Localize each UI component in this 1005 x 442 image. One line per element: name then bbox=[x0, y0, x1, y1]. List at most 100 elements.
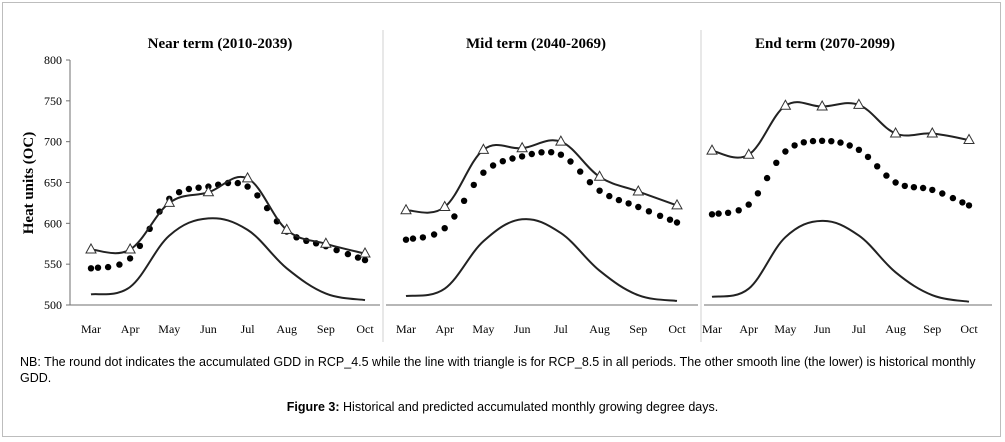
rcp85-triangle-marker bbox=[280, 223, 293, 234]
rcp85-line bbox=[405, 139, 678, 214]
rcp85-triangle-marker bbox=[926, 126, 939, 138]
rcp45-point bbox=[87, 265, 95, 272]
historical-line bbox=[711, 219, 970, 303]
rcp45-point bbox=[518, 153, 526, 160]
rcp85-triangle-marker bbox=[889, 126, 902, 138]
figure-caption-text: Historical and predicted accumulated mon… bbox=[339, 400, 719, 414]
rcp85-triangle-marker bbox=[779, 99, 792, 110]
rcp45-dot bbox=[577, 168, 584, 175]
rcp85-triangle-marker bbox=[706, 144, 718, 155]
x-tick-label: Sep bbox=[629, 322, 647, 336]
rcp45-dot bbox=[715, 210, 722, 217]
x-tick-label: Jun bbox=[814, 322, 831, 336]
rcp45-dot bbox=[645, 208, 653, 215]
panel-title: End term (2070-2099) bbox=[755, 36, 895, 52]
rcp45-point bbox=[745, 201, 752, 208]
rcp45-point bbox=[402, 236, 410, 243]
rcp45-point bbox=[892, 179, 899, 186]
figure-label: Figure 3: bbox=[286, 400, 340, 414]
rcp45-dot bbox=[195, 184, 202, 191]
rcp45-dot bbox=[354, 254, 362, 261]
rcp45-dot bbox=[773, 159, 780, 166]
rcp45-dot bbox=[724, 209, 732, 216]
rcp45-point bbox=[782, 148, 789, 155]
rcp85-triangle-marker bbox=[555, 135, 567, 146]
rcp45-dot bbox=[656, 212, 664, 219]
x-tick-label: Mar bbox=[396, 322, 416, 336]
rcp45-dot bbox=[874, 163, 881, 170]
rcp45-dot bbox=[451, 213, 458, 220]
rcp45-point bbox=[635, 203, 642, 211]
x-tick-label: Sep bbox=[317, 322, 335, 336]
rcp45-point bbox=[441, 225, 448, 232]
rcp85-line bbox=[90, 175, 366, 255]
x-tick-label: Apr bbox=[121, 322, 140, 336]
rcp45-dot bbox=[234, 179, 241, 187]
x-tick-label: May bbox=[472, 322, 494, 336]
y-tick-label: 600 bbox=[44, 216, 62, 230]
x-tick-label: Apr bbox=[435, 322, 454, 336]
chart-area: Heat units (OC) Near term (2010-2039) 500 5… bbox=[21, 30, 992, 342]
rcp85-triangle-marker bbox=[359, 247, 371, 258]
y-tick-label: 800 bbox=[44, 53, 62, 67]
rcp85-triangle-marker bbox=[853, 98, 865, 109]
rcp45-dot bbox=[910, 184, 918, 191]
rcp45-dot bbox=[419, 234, 427, 241]
rcp45-dot bbox=[606, 192, 613, 200]
rcp85-triangle-marker bbox=[593, 170, 606, 181]
x-tick-label: Oct bbox=[960, 322, 978, 336]
rcp45-dot bbox=[104, 263, 112, 271]
rcp45-dot bbox=[333, 246, 340, 254]
rcp45-dot bbox=[254, 192, 261, 199]
rcp45-dot bbox=[791, 142, 798, 149]
rcp85-triangle-marker bbox=[816, 100, 828, 111]
rcp45-point bbox=[361, 256, 369, 264]
rcp45-dot bbox=[763, 174, 771, 182]
historical-line bbox=[405, 218, 678, 302]
rcp45-dot bbox=[800, 139, 807, 146]
panel-title: Near term (2010-2039) bbox=[148, 36, 293, 52]
x-tick-label: Aug bbox=[276, 322, 297, 336]
rcp45-dot bbox=[959, 199, 966, 206]
panel-title: Mid term (2040-2069) bbox=[466, 36, 606, 52]
rcp45-point bbox=[818, 137, 826, 144]
rcp45-dot bbox=[548, 149, 555, 156]
x-tick-label: Aug bbox=[885, 322, 906, 336]
rcp45-dot bbox=[586, 179, 594, 186]
rcp45-dot bbox=[409, 235, 417, 242]
rcp45-dot bbox=[460, 197, 468, 204]
x-tick-label: Jul bbox=[554, 322, 569, 336]
rcp85-triangle-marker bbox=[632, 184, 645, 196]
rcp45-dot bbox=[94, 264, 102, 271]
rcp45-point bbox=[126, 255, 134, 262]
x-tick-label: Sep bbox=[923, 322, 941, 336]
figure-caption: Figure 3: Historical and predicted accum… bbox=[0, 400, 1005, 414]
x-tick-label: Jul bbox=[241, 322, 256, 336]
rcp45-dot bbox=[344, 250, 352, 258]
rcp45-dot bbox=[470, 181, 477, 189]
rcp45-dot bbox=[489, 162, 497, 169]
rcp85-triangle-marker bbox=[477, 143, 490, 154]
x-tick-label: Oct bbox=[668, 322, 686, 336]
historical-line bbox=[90, 217, 366, 302]
x-tick-label: Jul bbox=[852, 322, 867, 336]
rcp85-triangle-marker bbox=[241, 171, 254, 183]
rcp45-point bbox=[855, 146, 863, 153]
rcp45-dot bbox=[615, 196, 623, 204]
rcp45-dot bbox=[901, 182, 908, 190]
figure-note: NB: The round dot indicates the accumula… bbox=[20, 355, 976, 385]
rcp85-triangle-marker bbox=[742, 148, 755, 159]
rcp45-dot bbox=[864, 153, 872, 161]
rcp45-dot bbox=[666, 216, 674, 223]
rcp85-triangle-marker bbox=[85, 242, 97, 254]
rcp85-triangle-marker bbox=[671, 198, 683, 210]
rcp45-point bbox=[673, 219, 681, 226]
y-axis-label: Heat units (OC) bbox=[21, 132, 37, 235]
rcp45-point bbox=[480, 169, 487, 176]
rcp45-dot bbox=[538, 149, 545, 156]
figure-frame bbox=[2, 2, 1001, 437]
rcp45-dot bbox=[430, 231, 438, 238]
rcp45-dot bbox=[625, 200, 632, 207]
x-tick-label: Apr bbox=[739, 322, 758, 336]
rcp85-triangle-marker bbox=[963, 133, 975, 145]
